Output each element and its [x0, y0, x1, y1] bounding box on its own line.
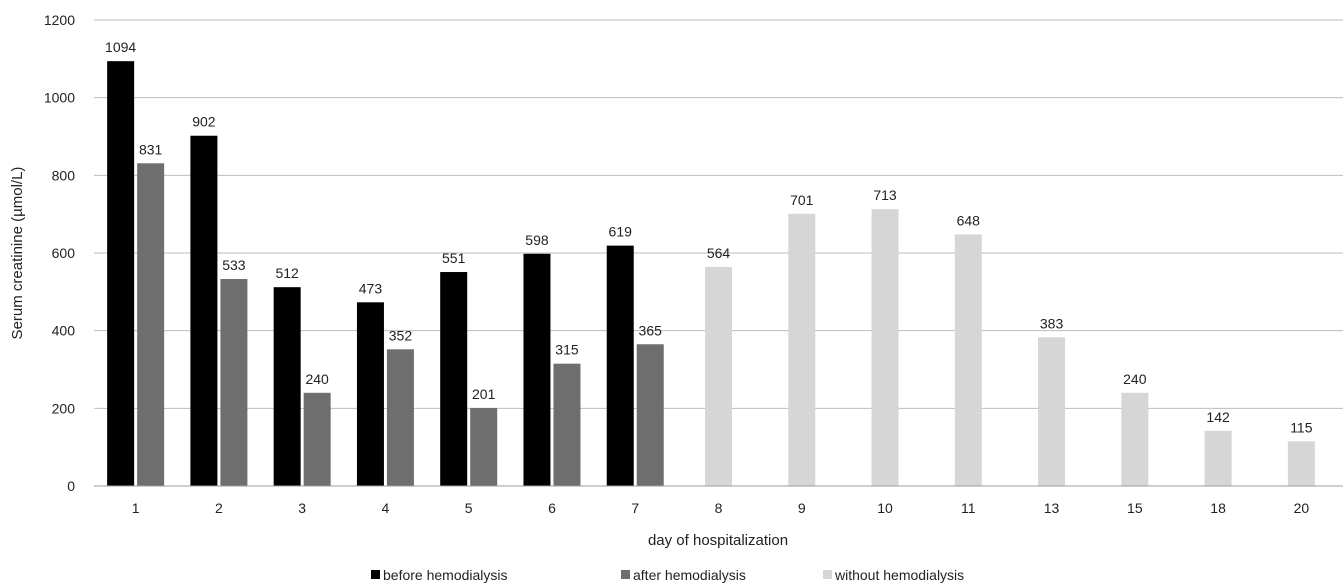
- y-tick-label: 1000: [44, 90, 75, 106]
- y-tick-label: 600: [52, 245, 76, 261]
- bar-without-hemodialysis-day-8: [705, 266, 732, 486]
- bar-without-hemodialysis-day-13: [1038, 337, 1066, 486]
- bar-after-hemodialysis-day-5: [470, 407, 498, 486]
- x-axis-ticks: 1 2 3 4 5 6 7 8 9 10 11 13 15 18 20: [132, 500, 1310, 516]
- bar-before-hemodialysis-day-5: [440, 272, 468, 486]
- bar-without-hemodialysis-day-10: [871, 209, 899, 486]
- bar-before-hemodialysis-day-4: [356, 302, 384, 486]
- bars: [107, 61, 1315, 487]
- data-label: 598: [525, 232, 549, 248]
- bar-before-hemodialysis-day-2: [190, 135, 218, 486]
- x-tick-label: 4: [382, 500, 390, 516]
- data-label: 115: [1290, 419, 1313, 435]
- data-label: 902: [192, 114, 216, 130]
- data-label: 383: [1040, 315, 1064, 331]
- data-label: 831: [139, 141, 163, 157]
- data-label: 142: [1206, 409, 1230, 425]
- data-label: 473: [359, 280, 383, 296]
- bar-after-hemodialysis-day-6: [553, 363, 581, 486]
- data-label: 533: [222, 257, 246, 273]
- data-label: 240: [305, 371, 329, 387]
- legend-item: without hemodialysis: [823, 567, 964, 583]
- bar-after-hemodialysis-day-7: [636, 344, 664, 486]
- legend: before hemodialysis after hemodialysis wit…: [371, 567, 964, 583]
- data-label: 713: [873, 187, 897, 203]
- legend-label: after hemodialysis: [633, 567, 746, 583]
- data-label: 1094: [105, 39, 136, 55]
- bar-before-hemodialysis-day-7: [606, 245, 634, 486]
- legend-label: without hemodialysis: [834, 567, 964, 583]
- data-label: 240: [1123, 371, 1147, 387]
- x-tick-label: 18: [1210, 500, 1226, 516]
- y-axis-title: Serum creatinine (µmol/L): [9, 167, 26, 340]
- x-tick-label: 5: [465, 500, 473, 516]
- x-tick-label: 15: [1127, 500, 1143, 516]
- data-label: 512: [275, 265, 299, 281]
- legend-swatch: [621, 570, 630, 579]
- data-label: 564: [707, 245, 731, 261]
- x-tick-label: 2: [215, 500, 223, 516]
- legend-swatch: [371, 570, 380, 579]
- x-tick-label: 8: [715, 500, 723, 516]
- x-tick-label: 6: [548, 500, 556, 516]
- bar-without-hemodialysis-day-20: [1287, 441, 1315, 486]
- y-tick-label: 800: [52, 167, 76, 183]
- x-tick-label: 20: [1294, 500, 1310, 516]
- legend-item: after hemodialysis: [621, 567, 746, 583]
- y-tick-label: 1200: [44, 12, 75, 28]
- x-tick-label: 11: [961, 500, 976, 516]
- x-axis-title: day of hospitalization: [648, 532, 788, 549]
- data-label: 648: [957, 212, 981, 228]
- legend-label: before hemodialysis: [383, 567, 508, 583]
- bar-before-hemodialysis-day-1: [107, 61, 135, 487]
- data-label: 201: [472, 386, 496, 402]
- data-label: 365: [639, 322, 663, 338]
- x-tick-label: 9: [798, 500, 806, 516]
- bar-after-hemodialysis-day-3: [303, 392, 331, 486]
- bar-after-hemodialysis-day-1: [137, 163, 165, 487]
- x-tick-label: 7: [631, 500, 639, 516]
- bar-without-hemodialysis-day-11: [954, 234, 982, 486]
- data-label: 551: [442, 250, 466, 266]
- data-label: 619: [609, 224, 633, 240]
- bar-before-hemodialysis-day-3: [273, 287, 301, 486]
- x-tick-label: 10: [877, 500, 893, 516]
- y-tick-label: 400: [52, 323, 76, 339]
- bar-after-hemodialysis-day-4: [386, 349, 414, 486]
- legend-swatch: [823, 570, 832, 579]
- bar-after-hemodialysis-day-2: [220, 279, 248, 486]
- x-tick-label: 1: [132, 500, 140, 516]
- bar-without-hemodialysis-day-15: [1121, 392, 1149, 486]
- legend-item: before hemodialysis: [371, 567, 508, 583]
- data-label: 315: [555, 342, 579, 358]
- bar-before-hemodialysis-day-6: [523, 253, 551, 486]
- data-labels: 1094 831 902 533 512 240 473 352 551 201 598 315 619…: [105, 39, 1313, 435]
- data-label: 701: [790, 192, 814, 208]
- x-tick-label: 3: [298, 500, 306, 516]
- y-axis-ticks: 0 200 400 600 800 1000 1200: [44, 12, 75, 494]
- bar-without-hemodialysis-day-9: [788, 213, 816, 487]
- data-label: 352: [389, 327, 413, 343]
- y-tick-label: 200: [52, 400, 76, 416]
- y-tick-label: 0: [67, 478, 75, 494]
- x-tick-label: 13: [1044, 500, 1060, 516]
- bar-without-hemodialysis-day-18: [1204, 430, 1232, 486]
